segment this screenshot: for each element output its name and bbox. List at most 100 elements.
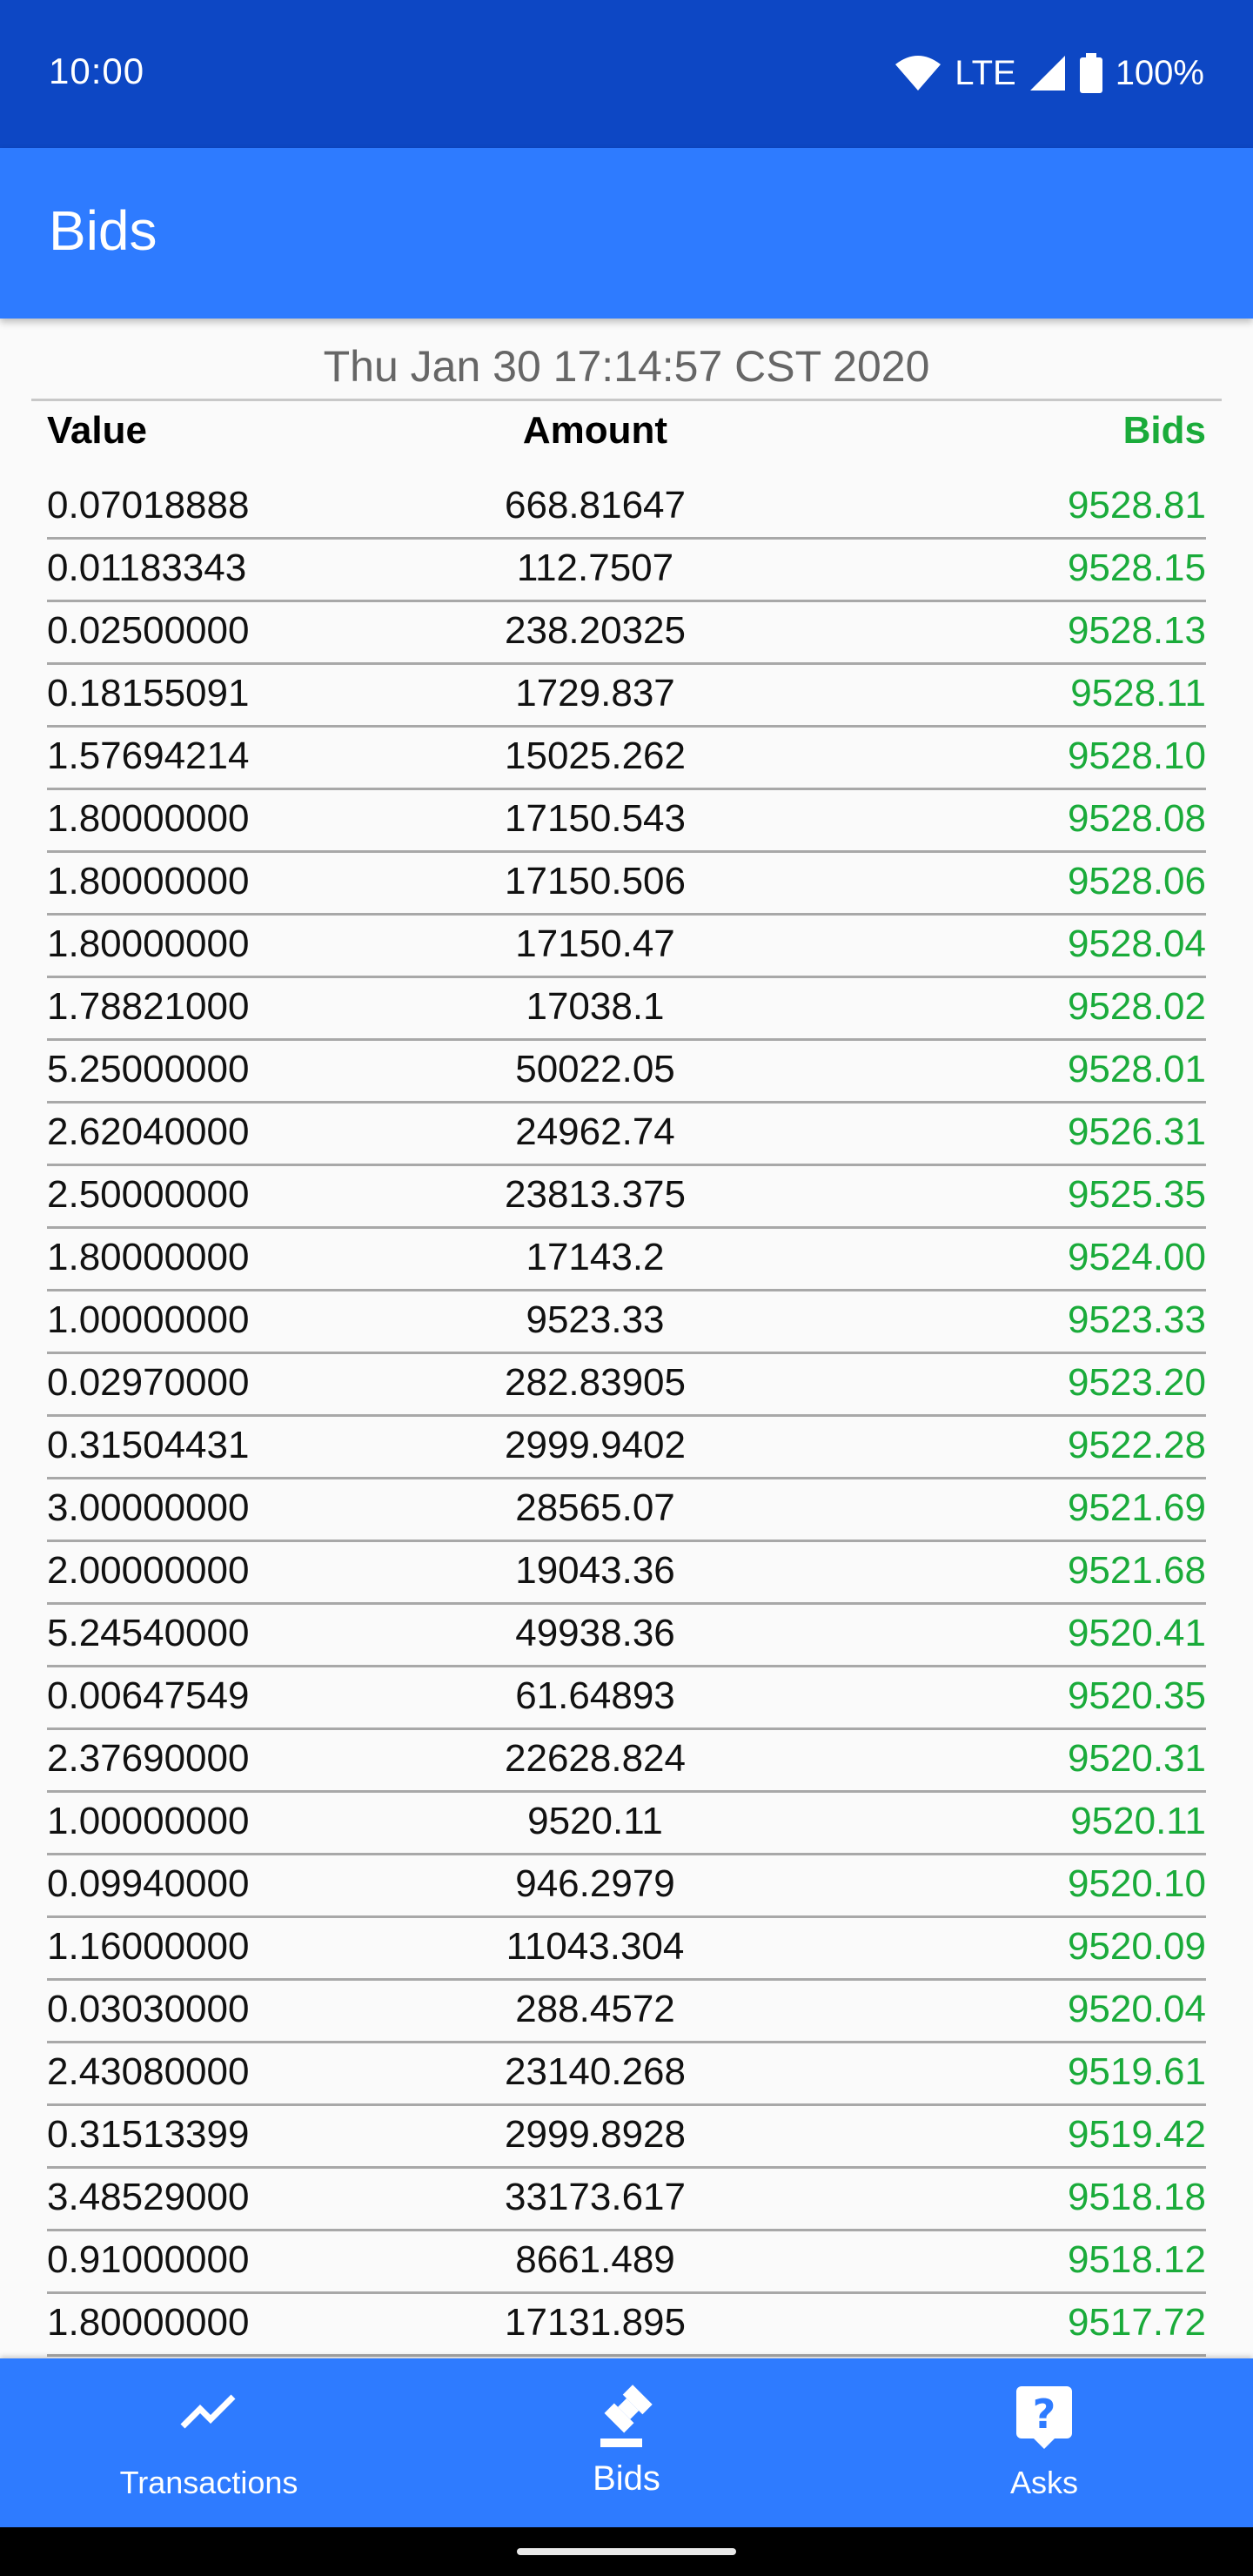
status-indicators: LTE 100%	[894, 47, 1204, 99]
cell-amount: 15025.262	[505, 735, 686, 777]
table-row: 2.00000000 19043.36 9521.68	[47, 1542, 1206, 1605]
table-row: 0.91000000 8661.489 9518.12	[47, 2231, 1206, 2294]
cell-value: 1.57694214	[47, 735, 250, 777]
cell-value: 5.25000000	[47, 1048, 250, 1090]
wifi-icon	[894, 54, 942, 92]
cell-value: 2.37690000	[47, 1737, 250, 1780]
cell-bid-price: 9520.11	[1070, 1800, 1206, 1842]
cell-value: 0.07018888	[47, 484, 250, 527]
divider	[31, 399, 1222, 401]
cell-value: 0.09940000	[47, 1862, 250, 1905]
nav-bids[interactable]: Bids	[418, 2358, 835, 2527]
cell-value: 0.02970000	[47, 1361, 250, 1404]
table-row: 0.31513399 2999.8928 9519.42	[47, 2106, 1206, 2169]
cell-amount: 17131.895	[505, 2301, 686, 2344]
cell-amount: 61.64893	[515, 1674, 675, 1717]
cell-bid-price: 9528.11	[1070, 672, 1206, 714]
cell-amount: 112.7507	[516, 547, 674, 589]
table-row: 0.03030000 288.4572 9520.04	[47, 1981, 1206, 2043]
cell-bid-price: 9528.10	[1067, 735, 1206, 777]
cell-amount: 282.83905	[505, 1361, 686, 1404]
cell-amount: 11043.304	[506, 1925, 685, 1968]
cell-value: 0.18155091	[47, 672, 250, 714]
cell-amount: 946.2979	[515, 1862, 675, 1905]
cell-value: 2.50000000	[47, 1173, 250, 1216]
cell-amount: 23140.268	[505, 2050, 686, 2093]
table-row: 0.07018888 668.81647 9528.81	[47, 477, 1206, 540]
table-row: 1.80000000 17143.2 9524.00	[47, 1229, 1206, 1291]
bids-content[interactable]: Thu Jan 30 17:14:57 CST 2020 Value Amoun…	[0, 319, 1253, 2358]
cell-amount: 22628.824	[505, 1737, 686, 1780]
cell-bid-price: 9526.31	[1067, 1110, 1206, 1153]
table-row: 1.80000000 17150.47 9528.04	[47, 916, 1206, 978]
table-row: 0.09940000 946.2979 9520.10	[47, 1855, 1206, 1918]
cell-amount: 668.81647	[505, 484, 686, 527]
cell-value: 0.02500000	[47, 609, 250, 652]
cell-bid-price: 9517.72	[1067, 2301, 1206, 2344]
cell-value: 0.03030000	[47, 1988, 250, 2030]
cell-amount: 17038.1	[526, 985, 665, 1028]
cell-amount: 17150.543	[505, 797, 686, 840]
svg-text:?: ?	[1033, 2391, 1056, 2438]
network-type: LTE	[955, 53, 1016, 92]
table-row: 2.62040000 24962.74 9526.31	[47, 1104, 1206, 1166]
cell-bid-price: 9528.81	[1067, 484, 1206, 527]
cell-value: 1.80000000	[47, 922, 250, 965]
table-row: 1.00000000 9523.33 9523.33	[47, 1291, 1206, 1354]
cell-value: 0.31513399	[47, 2113, 250, 2156]
table-row: 1.57694214 15025.262 9528.10	[47, 728, 1206, 790]
cell-bid-price: 9528.08	[1067, 797, 1206, 840]
cell-value: 1.80000000	[47, 797, 250, 840]
cell-amount: 9523.33	[526, 1298, 665, 1341]
cell-value: 5.24540000	[47, 1612, 250, 1654]
home-gesture-handle[interactable]	[517, 2548, 736, 2555]
table-row: 0.00647549 61.64893 9520.35	[47, 1667, 1206, 1730]
cell-value: 0.91000000	[47, 2238, 250, 2281]
table-row: 2.37690000 22628.824 9520.31	[47, 1730, 1206, 1793]
bids-table[interactable]: 0.07018888 668.81647 9528.81 0.01183343 112.…	[47, 477, 1206, 2358]
question-mark-icon: ?	[1015, 2385, 1074, 2455]
table-row: 0.18155091 1729.837 9528.11	[47, 665, 1206, 728]
cell-bid-price: 9528.06	[1067, 860, 1206, 902]
cell-bid-price: 9528.01	[1067, 1048, 1206, 1090]
cell-amount: 238.20325	[505, 609, 686, 652]
status-time: 10:00	[49, 50, 145, 91]
column-header-bids: Bids	[1122, 409, 1206, 452]
cell-value: 3.00000000	[47, 1486, 250, 1529]
app-bar: Bids	[0, 148, 1253, 319]
column-header-amount: Amount	[522, 409, 668, 452]
table-row: 5.25000000 50022.05 9528.01	[47, 1041, 1206, 1104]
cell-bid-price: 9520.10	[1067, 1862, 1206, 1905]
cell-amount: 288.4572	[515, 1988, 675, 2030]
table-row: 3.00000000 28565.07 9521.69	[47, 1479, 1206, 1542]
cell-value: 0.00647549	[47, 1674, 250, 1717]
signal-icon	[1029, 54, 1067, 92]
cell-bid-price: 9520.41	[1067, 1612, 1206, 1654]
cell-value: 1.00000000	[47, 1298, 250, 1341]
cell-amount: 28565.07	[515, 1486, 675, 1529]
nav-transactions[interactable]: Transactions	[0, 2358, 418, 2527]
cell-value: 2.43080000	[47, 2050, 250, 2093]
nav-label-asks: Asks	[1009, 2465, 1078, 2500]
cell-value: 1.80000000	[47, 2301, 250, 2344]
cell-amount: 49938.36	[515, 1612, 675, 1654]
system-navigation-bar	[0, 2527, 1253, 2576]
table-row: 2.43080000 23140.268 9519.61	[47, 2043, 1206, 2106]
cell-bid-price: 9518.12	[1067, 2238, 1206, 2281]
cell-amount: 23813.375	[505, 1173, 686, 1216]
nav-asks[interactable]: ? Asks	[835, 2358, 1253, 2527]
cell-value: 2.62040000	[47, 1110, 250, 1153]
battery-level: 100%	[1115, 53, 1204, 92]
cell-bid-price: 9524.00	[1067, 1236, 1206, 1278]
cell-amount: 17150.506	[505, 860, 686, 902]
cell-value: 1.78821000	[47, 985, 250, 1028]
nav-label-transactions: Transactions	[119, 2465, 298, 2500]
cell-bid-price: 9519.42	[1067, 2113, 1206, 2156]
cell-bid-price: 9521.68	[1067, 1549, 1206, 1592]
cell-bid-price: 9520.35	[1067, 1674, 1206, 1717]
cell-bid-price: 9518.18	[1067, 2176, 1206, 2218]
cell-bid-price: 9528.04	[1067, 922, 1206, 965]
cell-bid-price: 9520.09	[1067, 1925, 1206, 1968]
cell-bid-price: 9520.31	[1067, 1737, 1206, 1780]
cell-bid-price: 9528.02	[1067, 985, 1206, 1028]
